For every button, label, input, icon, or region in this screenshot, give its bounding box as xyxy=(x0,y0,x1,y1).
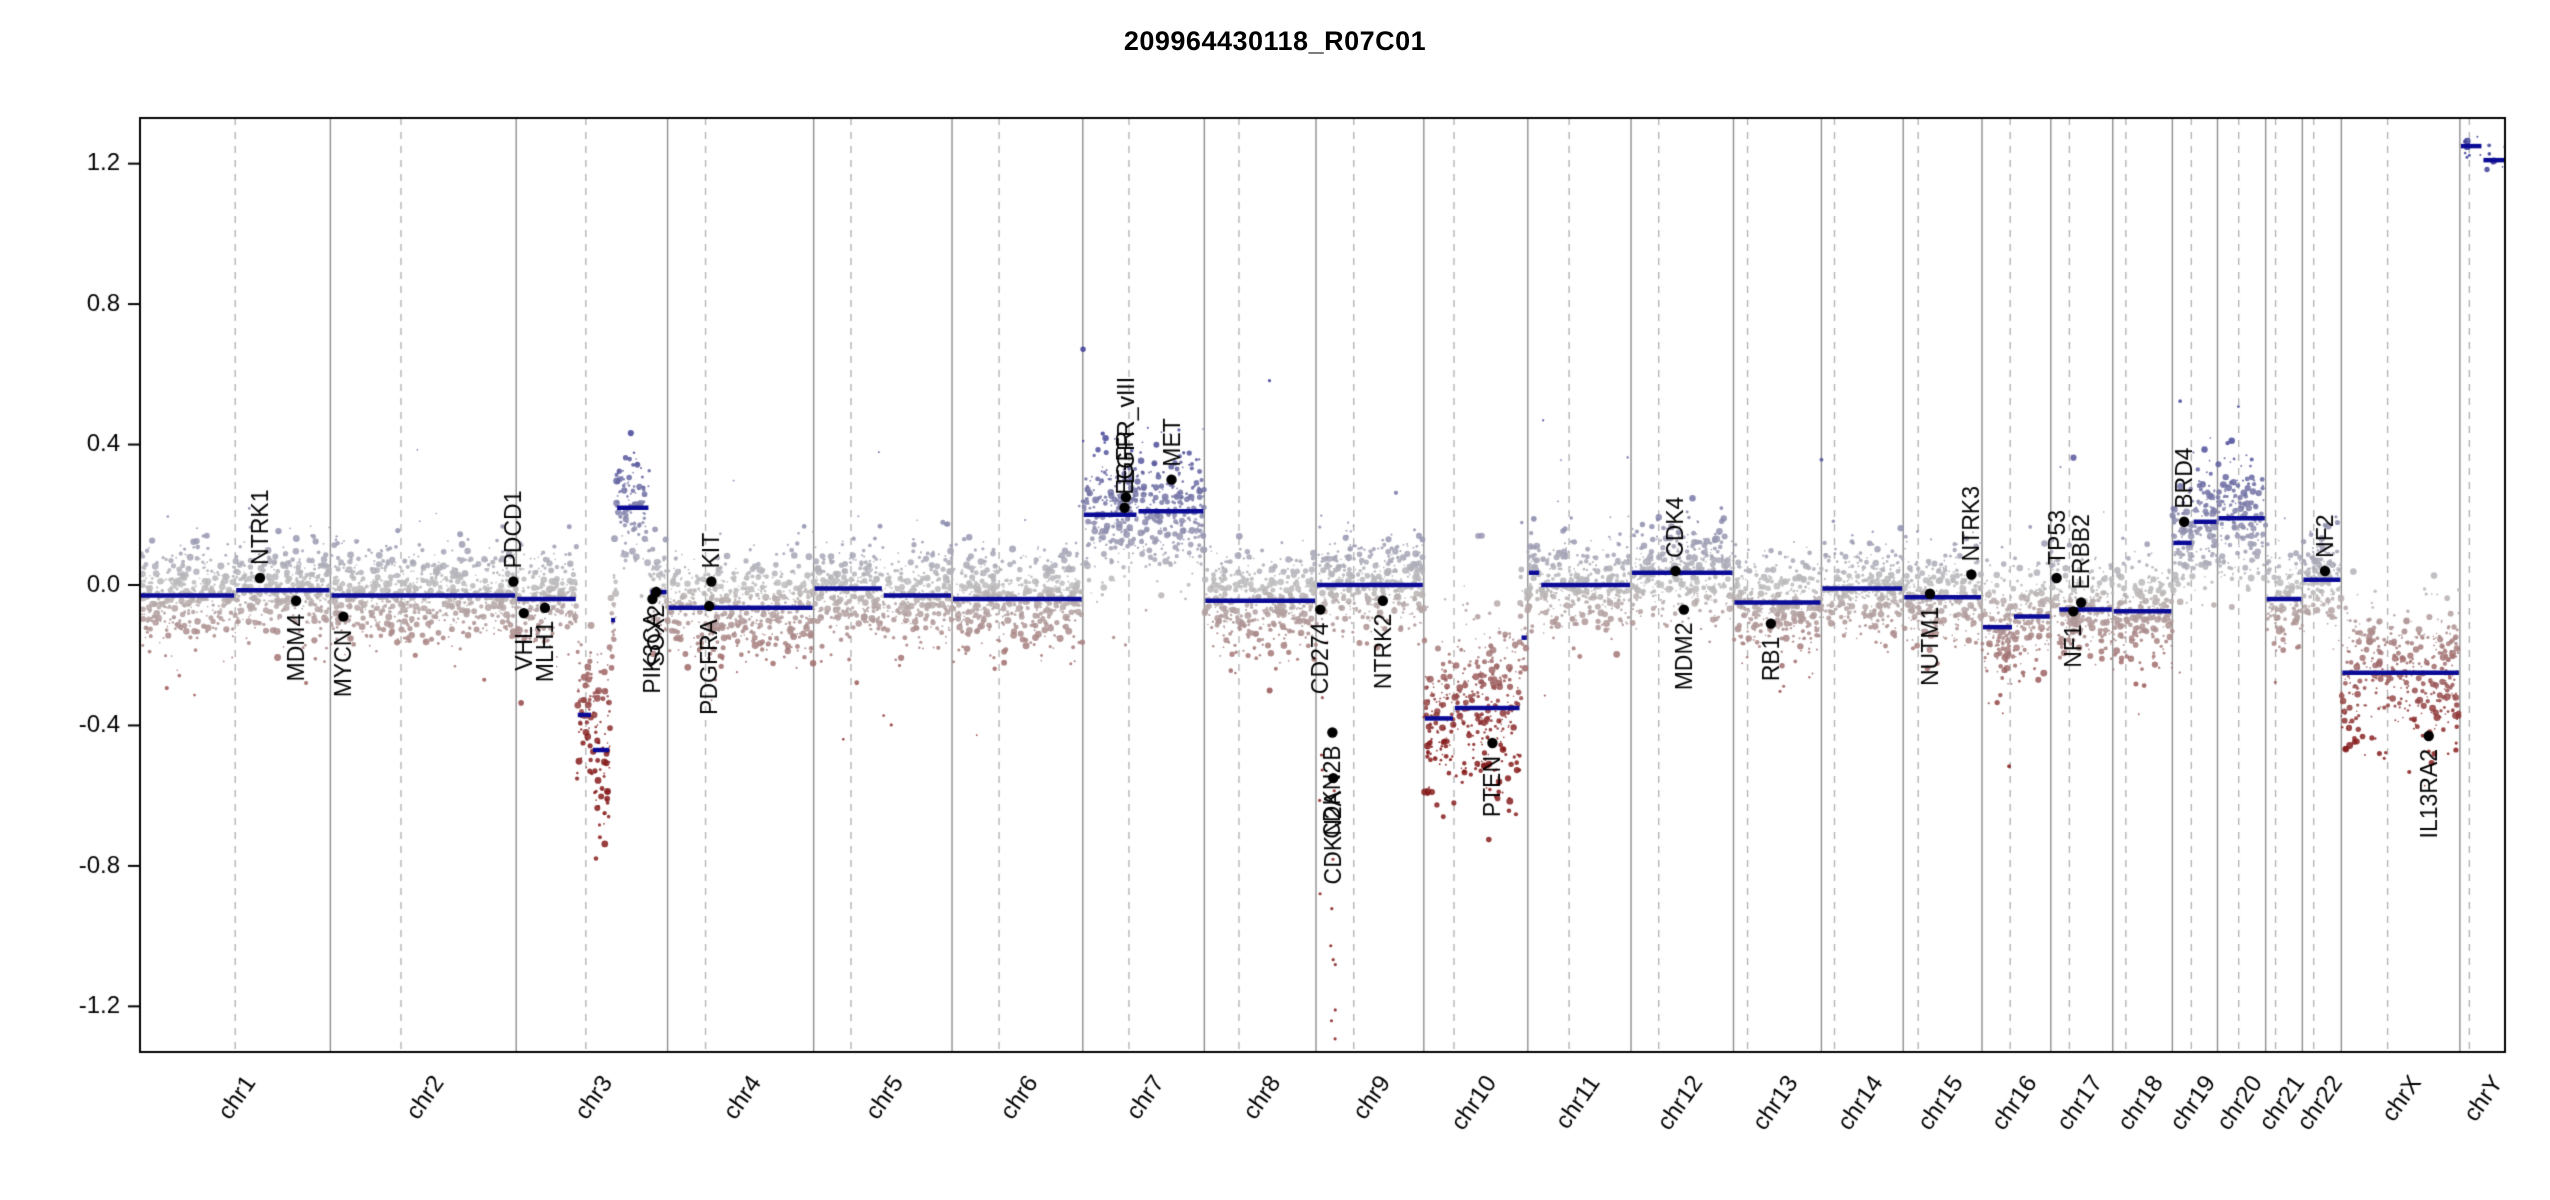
plot-title: 209964430118_R07C01 xyxy=(1123,26,1427,56)
